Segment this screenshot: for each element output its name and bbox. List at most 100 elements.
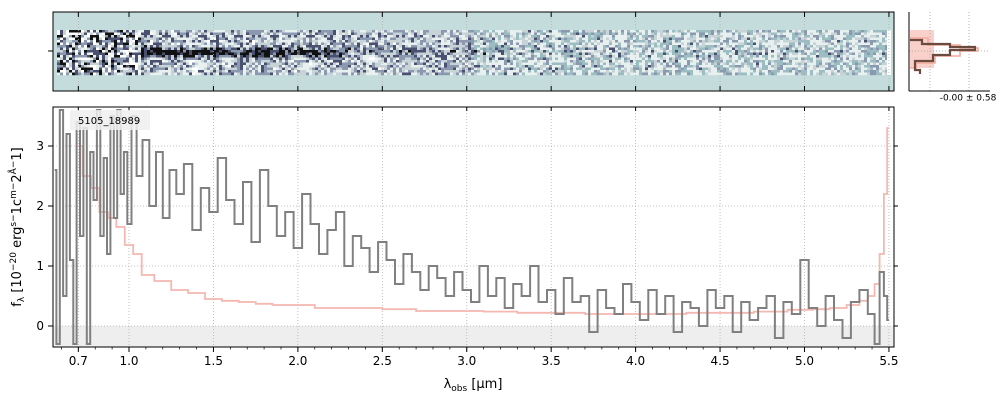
spectrum-2d-pixel — [252, 52, 256, 56]
spectrum-2d-pixel — [66, 32, 70, 36]
spectrum-2d-pixel — [882, 42, 886, 46]
spectrum-2d-pixel — [543, 47, 547, 51]
spectrum-2d-pixel — [135, 40, 139, 43]
spectrum-2d-pixel — [339, 45, 343, 48]
spectrum-2d-pixel — [861, 32, 865, 36]
spectrum-2d-pixel — [810, 52, 814, 56]
spectrum-2d-pixel — [426, 67, 430, 71]
spectrum-2d-pixel — [657, 50, 661, 53]
spectrum-2d-pixel — [402, 30, 406, 33]
spectrum-2d-pixel — [402, 50, 406, 53]
spectrum-2d-pixel — [786, 40, 790, 43]
spectrum-2d-pixel — [606, 47, 610, 51]
spectrum-2d-pixel — [453, 57, 457, 61]
spectrum-2d-pixel — [696, 67, 700, 71]
spectrum-2d-pixel — [348, 47, 352, 51]
spectrum-2d-pixel — [375, 30, 379, 33]
spectrum-2d-pixel — [72, 60, 76, 63]
spectrum-2d-pixel — [453, 37, 457, 41]
spectrum-2d-pixel — [372, 30, 376, 33]
spectrum-2d-pixel — [711, 60, 715, 63]
spectrum-2d-pixel — [96, 55, 100, 58]
spectrum-2d-pixel — [585, 32, 589, 36]
spectrum-2d-pixel — [588, 52, 592, 56]
spectrum-2d-pixel — [651, 52, 655, 56]
spectrum-2d-pixel — [435, 57, 439, 61]
spectrum-2d-pixel — [852, 65, 856, 68]
spectrum-2d-pixel — [132, 67, 136, 71]
spectrum-2d-pixel — [480, 55, 484, 58]
spectrum-2d-pixel — [273, 32, 277, 36]
spectrum-2d-pixel — [678, 62, 682, 66]
spectrum-2d-pixel — [288, 50, 292, 53]
spectrum-2d-pixel — [813, 70, 817, 73]
spectrum-2d-pixel — [285, 35, 289, 38]
spectrum-2d-pixel — [348, 50, 352, 53]
spectrum-2d-pixel — [831, 55, 835, 58]
spectrum-2d-pixel — [231, 42, 235, 46]
spectrum-2d-pixel — [666, 32, 670, 36]
spectrum-2d-pixel — [612, 37, 616, 41]
spectrum-2d-pixel — [183, 30, 187, 33]
spectrum-2d-pixel — [570, 35, 574, 38]
spectrum-2d-pixel — [291, 35, 295, 38]
spectrum-2d-pixel — [663, 32, 667, 36]
spectrum-2d-pixel — [528, 60, 532, 63]
spectrum-2d-pixel — [711, 35, 715, 38]
spectrum-2d-pixel — [708, 72, 712, 76]
spectrum-2d-pixel — [450, 45, 454, 48]
spectrum-2d-pixel — [744, 62, 748, 66]
spectrum-2d-pixel — [480, 52, 484, 56]
spectrum-2d-pixel — [834, 70, 838, 73]
spectrum-2d-pixel — [687, 42, 691, 46]
spectrum-2d-pixel — [468, 50, 472, 53]
spectrum-2d-pixel — [144, 70, 148, 73]
spectrum-2d-pixel — [861, 62, 865, 66]
spectrum-2d-pixel — [489, 65, 493, 68]
spectrum-2d-pixel — [606, 62, 610, 66]
spectrum-2d-pixel — [381, 70, 385, 73]
spectrum-2d-pixel — [387, 32, 391, 36]
spectrum-2d-pixel — [441, 50, 445, 53]
spectrum-2d-pixel — [828, 37, 832, 41]
spectrum-2d-pixel — [93, 32, 97, 36]
spectrum-2d-pixel — [339, 55, 343, 58]
spectrum-2d-pixel — [783, 55, 787, 58]
spectrum-2d-pixel — [852, 42, 856, 46]
spectrum-2d-pixel — [681, 32, 685, 36]
spectrum-2d-pixel — [867, 70, 871, 73]
spectrum-2d-pixel — [720, 57, 724, 61]
spectrum-2d-pixel — [555, 50, 559, 53]
spectrum-2d-pixel — [780, 47, 784, 51]
spectrum-2d-pixel — [792, 70, 796, 73]
spectrum-2d-pixel — [333, 45, 337, 48]
spectrum-2d-pixel — [528, 45, 532, 48]
spectrum-2d-pixel — [303, 65, 307, 68]
spectrum-2d-pixel — [594, 65, 598, 68]
spectrum-2d-pixel — [144, 30, 148, 33]
spectrum-2d-pixel — [660, 67, 664, 71]
spectrum-2d-pixel — [846, 32, 850, 36]
spectrum-2d-pixel — [336, 72, 340, 76]
spectrum-2d-pixel — [618, 30, 622, 33]
spectrum-2d-pixel — [195, 47, 199, 51]
spectrum-2d-pixel — [234, 52, 238, 56]
spectrum-2d-pixel — [147, 35, 151, 38]
spectrum-2d-pixel — [459, 62, 463, 66]
spectrum-2d-pixel — [183, 62, 187, 66]
spectrum-2d-pixel — [87, 70, 91, 73]
spectrum-2d-pixel — [300, 65, 304, 68]
spectrum-2d-pixel — [444, 32, 448, 36]
spectrum-2d-pixel — [201, 52, 205, 56]
spectrum-2d-pixel — [213, 47, 217, 51]
spectrum-2d-pixel — [132, 57, 136, 61]
spectrum-2d-pixel — [414, 47, 418, 51]
spectrum-2d-pixel — [477, 40, 481, 43]
spectrum-2d-pixel — [546, 60, 550, 63]
spectrum-2d-pixel — [372, 67, 376, 71]
spectrum-2d-pixel — [486, 55, 490, 58]
spectrum-2d-pixel — [492, 70, 496, 73]
spectrum-2d-pixel — [282, 65, 286, 68]
spectrum-2d-pixel — [543, 32, 547, 36]
spectrum-2d-pixel — [876, 45, 880, 48]
